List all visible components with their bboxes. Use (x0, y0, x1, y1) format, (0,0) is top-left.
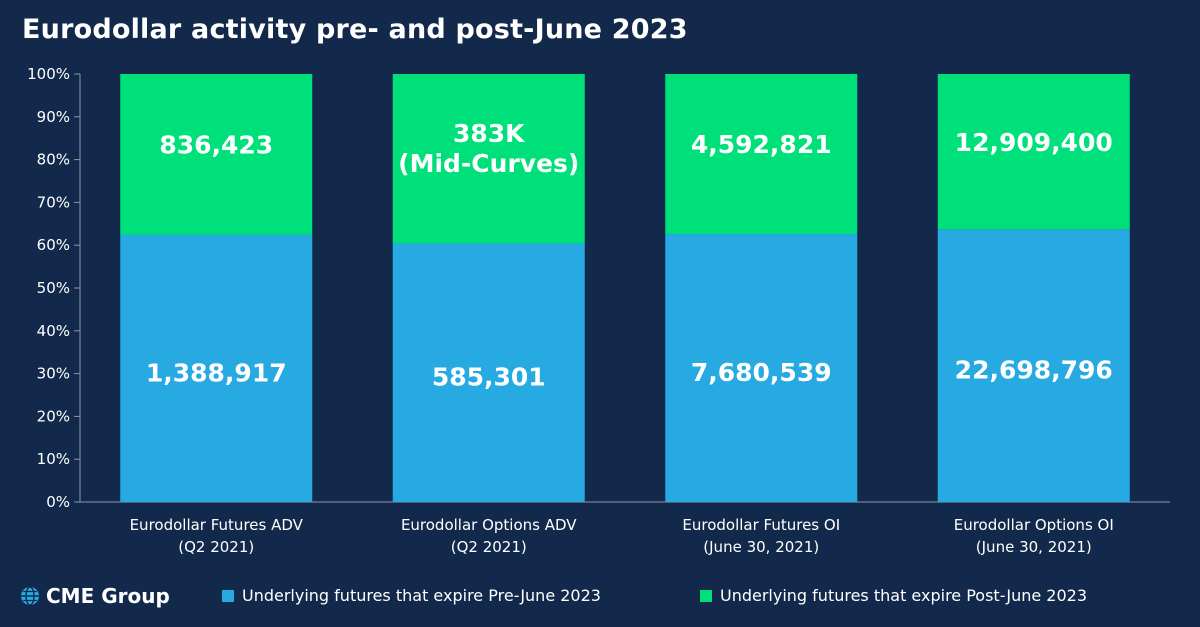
x-category-label: (Q2 2021) (451, 538, 527, 556)
bar-segment-pre-june (392, 243, 585, 502)
brand-name: CME Group (46, 584, 170, 608)
x-category-label: Eurodollar Options OI (954, 516, 1114, 534)
brand-logo: CME Group (20, 584, 170, 608)
chart-title: Eurodollar activity pre- and post-June 2… (22, 14, 688, 45)
bar-segment-post-june (120, 74, 313, 235)
legend-item-pre-june: Underlying futures that expire Pre-June … (222, 586, 601, 605)
legend-label-post-june: Underlying futures that expire Post-June… (720, 586, 1088, 605)
stacked-bar-chart: 0% 10% 20% 30% 40% 50% 60% 70% 80% 90% 100% 1,388,9… (27, 65, 1170, 556)
y-tick-label: 80% (37, 151, 70, 169)
y-tick-label: 40% (37, 322, 70, 340)
bar-segment-post-june (392, 74, 585, 244)
legend-swatch-post-june (700, 589, 712, 602)
legend-label-pre-june: Underlying futures that expire Pre-June … (242, 586, 601, 605)
y-tick-label: 10% (37, 450, 70, 468)
y-tick-label: 90% (37, 108, 70, 126)
data-label: 1,388,917 (146, 358, 287, 387)
x-category-label: Eurodollar Futures ADV (130, 516, 304, 534)
y-tick-label: 70% (37, 193, 70, 211)
data-label: 7,680,539 (691, 358, 832, 387)
footer: CME Group Underlying futures that expire… (0, 572, 1200, 616)
x-category-label: Eurodollar Options ADV (401, 516, 577, 534)
y-tick-label: 20% (37, 407, 70, 425)
bar-segment-pre-june (120, 234, 313, 503)
y-tick-label: 30% (37, 365, 70, 383)
bar-segment-post-june (665, 74, 858, 235)
y-tick-label: 50% (37, 279, 70, 297)
y-tick-label: 0% (46, 493, 70, 511)
data-label: 836,423 (159, 130, 273, 159)
data-label: (Mid-Curves) (398, 149, 579, 178)
bar-segment-pre-june (937, 229, 1130, 502)
x-category-label: (Q2 2021) (178, 538, 254, 556)
bar-segment-pre-june (665, 234, 858, 502)
data-label: 12,909,400 (955, 128, 1113, 157)
x-category-label: (June 30, 2021) (703, 538, 819, 556)
x-category-label: Eurodollar Futures OI (682, 516, 840, 534)
data-label: 585,301 (432, 363, 546, 392)
legend-swatch-pre-june (222, 589, 234, 602)
y-tick-label: 100% (27, 65, 70, 83)
data-label: 383K (453, 119, 526, 148)
y-tick-label: 60% (37, 236, 70, 254)
data-label: 4,592,821 (691, 130, 832, 159)
globe-icon (21, 586, 39, 606)
x-category-label: (June 30, 2021) (976, 538, 1092, 556)
bar-segment-post-june (937, 74, 1130, 230)
data-label: 22,698,796 (955, 356, 1113, 385)
legend-item-post-june: Underlying futures that expire Post-June… (700, 586, 1087, 605)
